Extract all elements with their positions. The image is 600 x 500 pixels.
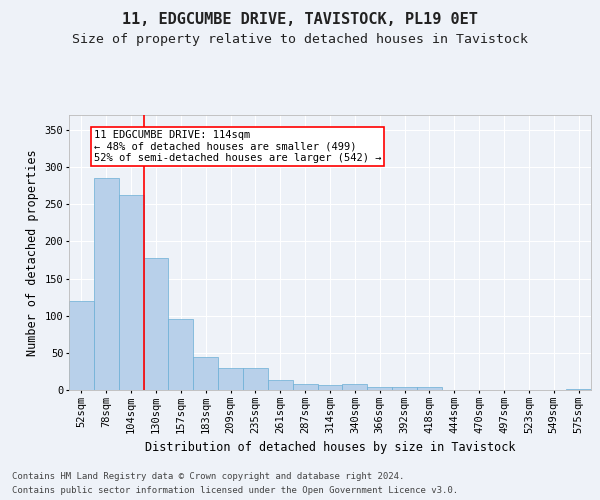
X-axis label: Distribution of detached houses by size in Tavistock: Distribution of detached houses by size … [145, 442, 515, 454]
Text: 11 EDGCUMBE DRIVE: 114sqm
← 48% of detached houses are smaller (499)
52% of semi: 11 EDGCUMBE DRIVE: 114sqm ← 48% of detac… [94, 130, 382, 163]
Bar [392, 387, 417, 390]
Bar [169, 318, 193, 390]
Text: 11, EDGCUMBE DRIVE, TAVISTOCK, PL19 0ET: 11, EDGCUMBE DRIVE, TAVISTOCK, PL19 0ET [122, 12, 478, 28]
Bar [193, 356, 218, 390]
Bar [566, 388, 591, 390]
Bar [243, 368, 268, 390]
Y-axis label: Number of detached properties: Number of detached properties [26, 149, 39, 356]
Text: Contains public sector information licensed under the Open Government Licence v3: Contains public sector information licen… [12, 486, 458, 495]
Bar [94, 178, 119, 390]
Bar [143, 258, 169, 390]
Bar [268, 380, 293, 390]
Bar [69, 301, 94, 390]
Bar [343, 384, 367, 390]
Bar [293, 384, 317, 390]
Bar [119, 196, 143, 390]
Bar [317, 385, 343, 390]
Bar [218, 368, 243, 390]
Text: Size of property relative to detached houses in Tavistock: Size of property relative to detached ho… [72, 32, 528, 46]
Bar [367, 387, 392, 390]
Text: Contains HM Land Registry data © Crown copyright and database right 2024.: Contains HM Land Registry data © Crown c… [12, 472, 404, 481]
Bar [417, 387, 442, 390]
